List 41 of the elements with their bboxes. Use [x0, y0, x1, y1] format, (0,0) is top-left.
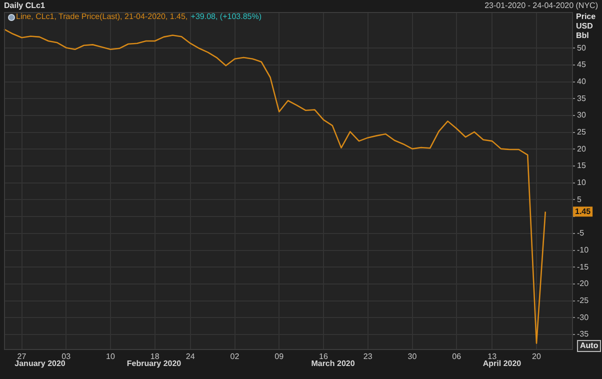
chart-title: Daily CLc1: [4, 1, 46, 10]
x-tick-label: 03: [62, 352, 72, 362]
text: March 2020: [311, 359, 356, 368]
x-tick-label: 27: [17, 352, 27, 362]
text: January 2020: [14, 359, 66, 368]
y-tick-label: -25: [577, 296, 590, 306]
y-axis-title: Price USD Bbl: [576, 12, 596, 40]
y-tick-label: 15: [577, 161, 586, 170]
y-tick-label: -15: [577, 262, 590, 272]
x-tick-label: 02: [230, 352, 240, 362]
x-tick-label: 13: [488, 352, 498, 362]
x-tick-label: 06: [452, 352, 462, 362]
y-tick-label: 10: [577, 178, 586, 188]
y-tick-label: 40: [577, 76, 586, 86]
series-label: Line, CLc1, Trade Price(Last), 21-04-2020, 1.45,: [16, 12, 188, 22]
auto-button: Auto: [577, 340, 602, 352]
chart-subtitle: 23-01-2020 - 24-04-2020 (NYC): [484, 1, 598, 10]
x-tick-label: 10: [106, 352, 116, 362]
y-tick-label: 45: [577, 60, 586, 70]
x-tick-label: 20: [532, 352, 542, 362]
y-tick-label: 30: [577, 110, 586, 120]
x-tick-label: 18: [150, 352, 160, 362]
y-tick-label: -35: [577, 330, 590, 339]
y-tick-label: 20: [577, 144, 586, 154]
y-tick-label: -30: [577, 312, 590, 322]
x-tick-label: 16: [319, 352, 328, 362]
y-tick-label: 5: [577, 194, 582, 204]
x-tick-label: 24: [186, 352, 196, 362]
text: April 2020: [482, 359, 522, 368]
y-tick-label: -20: [577, 279, 590, 288]
text: February 2020: [126, 359, 182, 368]
annotation: 1.45: [575, 206, 592, 216]
y-tick-label: 25: [577, 128, 586, 137]
annotation: +39.08, (+103.85%): [190, 12, 262, 22]
y-tick-label: -5: [577, 228, 585, 238]
x-tick-label: 30: [408, 352, 418, 362]
y-tick-label: -10: [577, 245, 590, 254]
y-tick-label: 35: [577, 94, 586, 103]
x-tick-label: 09: [274, 352, 284, 362]
x-tick-label: 23: [363, 352, 373, 362]
y-tick-label: 50: [577, 43, 586, 52]
